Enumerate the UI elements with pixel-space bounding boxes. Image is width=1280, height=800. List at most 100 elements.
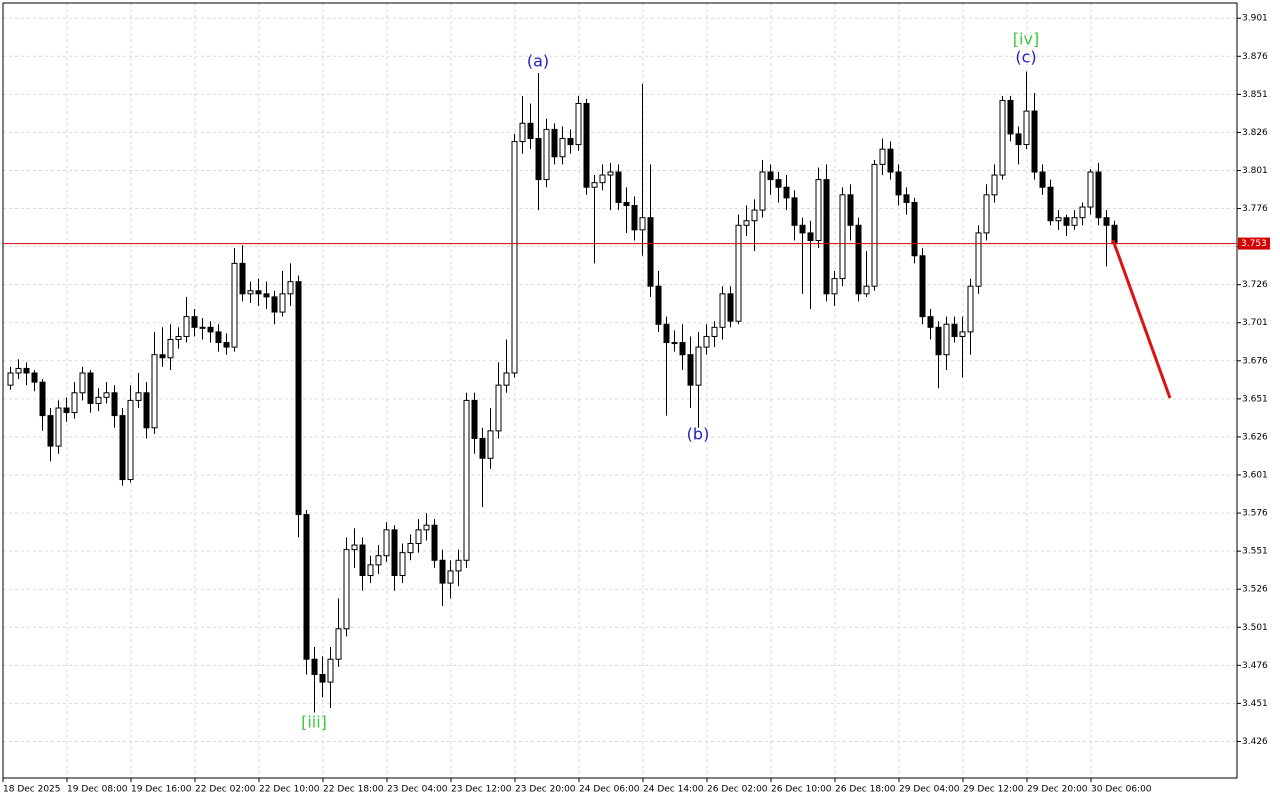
candle-body [791,197,798,226]
candle-body [583,102,590,188]
candle-body [87,372,94,404]
candle-body [215,331,222,344]
candle-body [479,437,486,459]
y-tick-label: 3.651 [1242,394,1268,404]
wave-label: [iii] [301,713,327,732]
candle-body [679,342,686,356]
candle-body [703,335,710,348]
x-tick-label: 26 Dec 18:00 [835,785,896,795]
y-tick-label: 3.801 [1242,166,1268,176]
candle-body [367,564,374,576]
candle-body [895,171,902,196]
x-tick-label: 23 Dec 04:00 [387,785,448,795]
candle-body [911,201,918,257]
y-tick-label: 3.726 [1242,280,1268,290]
candle-body [983,194,990,234]
candle-body [247,290,254,295]
x-tick-label: 29 Dec 20:00 [1027,785,1088,795]
candle-body [599,174,606,184]
x-tick-label: 22 Dec 10:00 [259,785,320,795]
candle-body [351,544,358,551]
candle-body [127,399,134,481]
candle-body [7,372,14,386]
candle-body [455,559,462,572]
candle-body [495,384,502,432]
candle-body [103,392,110,398]
candle-body [175,335,182,340]
candle-body [575,102,582,146]
x-tick-label: 22 Dec 02:00 [195,785,256,795]
candle-body [111,392,118,417]
candle-body [423,524,430,531]
candle-body [383,529,390,557]
candle-body [287,281,294,295]
candle-body [631,205,638,231]
candle-body [807,232,814,242]
candle-body [303,514,310,660]
y-tick-label: 3.501 [1242,623,1268,633]
candle-body [407,543,414,554]
candle-body [263,293,270,298]
candle-body [639,217,646,231]
y-tick-label: 3.576 [1242,509,1268,519]
candle-body [399,552,406,576]
candle-body [231,262,238,348]
candle-body [615,171,622,203]
candle-body [31,372,38,383]
candle-body [527,122,534,140]
grid-layer [3,3,1237,778]
candle-body [687,354,694,386]
y-tick-label: 3.901 [1242,14,1268,24]
candle-body [887,148,894,173]
candle-body [591,182,598,188]
plot-frame [2,2,1238,779]
candle-body [847,194,854,226]
price-label-box [1238,237,1270,250]
candle-body [975,232,982,287]
y-tick-label: 3.601 [1242,471,1268,481]
candle-body [551,128,558,158]
candle-body [375,555,382,566]
candle-body [695,346,702,386]
candle-body [903,194,910,203]
candle-body [511,141,518,374]
candle-body [223,342,230,348]
candle-body [23,367,30,374]
forecast-line [1111,239,1172,399]
candle-body [471,399,478,439]
candle-body [447,570,454,584]
candle-body [767,171,774,181]
candle-body [503,372,510,386]
candle-body [151,354,158,429]
candle-body [967,285,974,333]
candle-body [415,529,422,545]
candle-body [1063,217,1070,226]
y-tick-label: 3.551 [1242,547,1268,557]
wave-label: (a) [527,52,549,71]
candle-body [935,326,942,356]
candle-body [279,293,286,313]
candle-body [519,122,526,143]
x-tick-label: 19 Dec 16:00 [131,785,192,795]
x-tick-label: 26 Dec 10:00 [771,785,832,795]
candle-body [1023,110,1030,146]
candle-body [543,128,550,181]
candle-body [1087,171,1094,208]
candle-body [919,255,926,318]
y-tick-label: 3.676 [1242,356,1268,366]
candle-body [727,293,734,322]
y-tick-label: 3.826 [1242,128,1268,138]
candle-body [751,209,758,222]
candle-body [439,559,446,584]
candle-body [71,392,78,414]
candle-body [391,529,398,576]
candle-body [343,549,350,630]
candle-body [735,224,742,322]
candle-body [959,331,966,337]
x-tick-label: 29 Dec 04:00 [899,785,960,795]
candle-body [487,430,494,459]
candle-body [295,281,302,516]
candle-body [823,179,830,295]
candle-body [39,381,46,417]
y-tick-label: 3.876 [1242,52,1268,62]
